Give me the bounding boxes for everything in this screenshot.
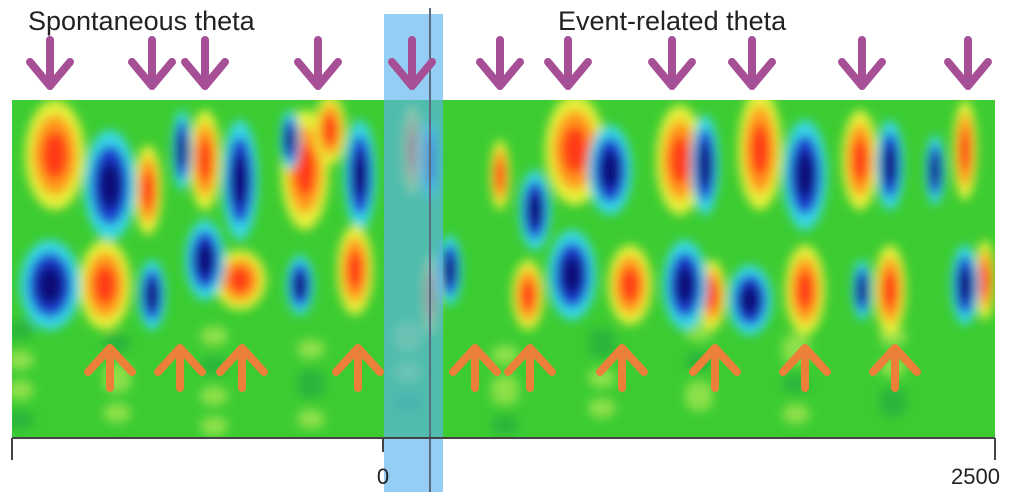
warm-blob (521, 280, 535, 311)
cold-blob (740, 285, 759, 316)
tick-label: 2500 (951, 464, 1000, 489)
cold-blob (286, 127, 295, 153)
cold-blob (561, 255, 582, 295)
down-arrow (30, 40, 70, 86)
cold-blob (699, 143, 711, 187)
warm-blob (883, 270, 897, 310)
down-arrow (842, 40, 882, 86)
cold-blob (931, 155, 940, 186)
cold-blob (858, 277, 867, 303)
down-arrow (732, 40, 772, 86)
noise (297, 339, 325, 359)
cold-blob (37, 265, 63, 305)
down-arrow (548, 40, 588, 86)
down-arrow (132, 40, 172, 86)
noise (6, 350, 34, 370)
noise (200, 386, 228, 406)
warm-blob (229, 267, 252, 293)
x-axis: 0 2500 (12, 438, 1000, 489)
noise (6, 410, 34, 430)
page: {"labels": {"left": "Spontaneous theta",… (0, 0, 1011, 492)
down-arrow (652, 40, 692, 86)
cold-blob (196, 242, 214, 277)
noise (491, 375, 519, 395)
warm-blob (852, 138, 868, 182)
warm-blob (981, 262, 990, 297)
cold-blob (445, 255, 456, 286)
cold-blob (959, 267, 971, 302)
warm-blob (323, 115, 337, 146)
cold-blob (294, 272, 306, 298)
down-arrow (185, 40, 225, 86)
noise (491, 415, 519, 435)
warm-blob (496, 160, 505, 191)
left-label: Spontaneous theta (28, 6, 256, 36)
figure: 0 2500 Spontaneous theta Event-related t… (0, 0, 1011, 492)
noise (588, 398, 616, 418)
warm-blob (620, 267, 639, 302)
warm-blob (706, 280, 718, 311)
cold-blob (353, 151, 367, 199)
warm-blob (562, 126, 588, 174)
warm-blob (750, 124, 769, 177)
noise (685, 381, 713, 401)
cold-blob (884, 145, 896, 185)
warm-blob (796, 270, 814, 310)
noise (200, 326, 228, 346)
noise (6, 380, 34, 400)
warm-blob (347, 250, 363, 290)
cold-blob (795, 151, 814, 199)
noise (6, 320, 34, 340)
noise (782, 404, 810, 424)
cold-blob (675, 265, 694, 305)
noise (588, 328, 616, 348)
down-arrow (948, 40, 988, 86)
cold-blob (528, 192, 542, 227)
cold-blob (232, 154, 248, 207)
cold-blob (600, 150, 619, 190)
tick-label: 0 (377, 464, 389, 489)
warm-blob (94, 265, 117, 305)
noise (297, 369, 325, 389)
cold-blob (146, 280, 158, 311)
noise (200, 416, 228, 436)
warm-blob (142, 170, 154, 210)
noise (297, 409, 325, 429)
warm-blob (960, 128, 971, 172)
cold-blob (99, 161, 122, 209)
warm-blob (198, 138, 212, 182)
noise (103, 403, 131, 423)
down-arrow (480, 40, 520, 86)
cold-blob (178, 132, 187, 167)
warm-blob (669, 136, 690, 184)
down-arrow (298, 40, 338, 86)
right-label: Event-related theta (558, 6, 787, 36)
warm-blob (42, 131, 68, 179)
